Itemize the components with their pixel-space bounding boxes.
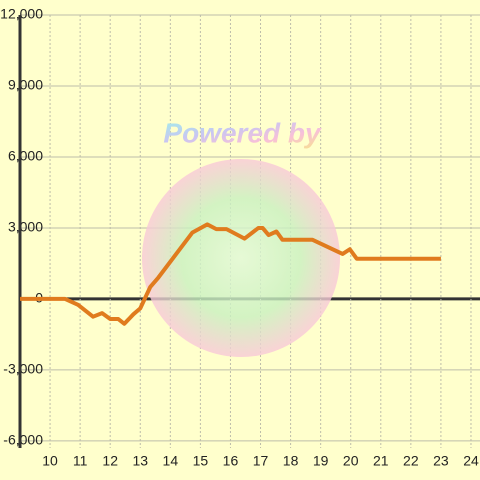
x-tick-label: 19 xyxy=(313,453,329,469)
y-tick-label: -3,000 xyxy=(3,361,43,377)
x-tick-label: 12 xyxy=(102,453,118,469)
x-tick-label: 10 xyxy=(42,453,58,469)
y-tick-label: 3,000 xyxy=(8,219,43,235)
line-series xyxy=(20,222,441,326)
x-tick-label: 17 xyxy=(253,453,269,469)
x-tick-label: 11 xyxy=(73,453,88,469)
x-tick-label: 21 xyxy=(373,453,389,469)
watermark: Powered by xyxy=(163,117,322,148)
y-tick-label: 12,000 xyxy=(0,6,43,22)
x-tick-label: 16 xyxy=(223,453,239,469)
x-tick-label: 22 xyxy=(403,453,419,469)
y-tick-label: -6,000 xyxy=(3,432,43,448)
y-tick-label: 6,000 xyxy=(8,148,43,164)
watermark-logo xyxy=(142,159,340,357)
x-tick-label: 20 xyxy=(343,453,359,469)
x-tick-label: 23 xyxy=(433,453,449,469)
y-tick-label: 9,000 xyxy=(8,77,43,93)
x-tick-label: 15 xyxy=(193,453,209,469)
x-tick-label: 14 xyxy=(163,453,179,469)
x-tick-label: 18 xyxy=(283,453,299,469)
x-tick-label: 24 xyxy=(463,453,479,469)
x-tick-label: 13 xyxy=(132,453,148,469)
